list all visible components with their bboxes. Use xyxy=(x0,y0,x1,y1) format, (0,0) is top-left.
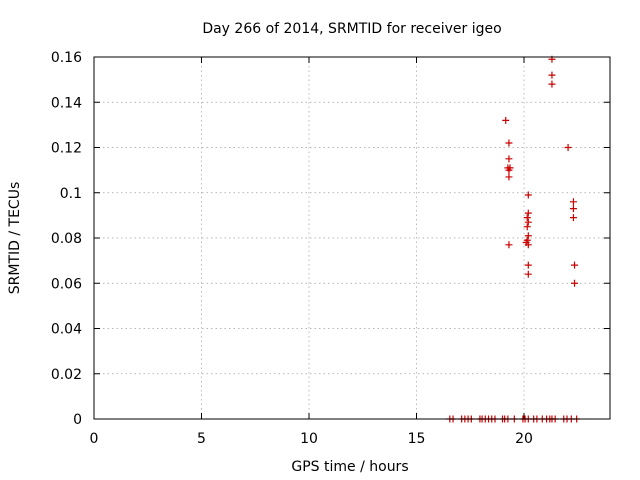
data-point xyxy=(502,116,510,124)
x-tick-label: 0 xyxy=(90,431,99,447)
data-point xyxy=(571,279,579,287)
y-tick-label: 0.16 xyxy=(51,50,82,66)
grid-lines xyxy=(94,57,610,419)
y-tick-label: 0.12 xyxy=(51,141,82,157)
chart-title: Day 266 of 2014, SRMTID for receiver ige… xyxy=(202,21,501,37)
x-axis-label: GPS time / hours xyxy=(291,459,408,475)
y-axis-label: SRMTID / TECUs xyxy=(7,182,23,295)
data-point xyxy=(524,232,532,240)
data-point xyxy=(569,198,577,206)
data-point xyxy=(569,205,577,213)
x-tick-label: 5 xyxy=(197,431,206,447)
y-tick-label: 0.06 xyxy=(51,276,82,292)
data-point xyxy=(524,209,532,217)
y-tick-label: 0 xyxy=(73,412,82,428)
y-tick-label: 0.04 xyxy=(51,322,82,338)
y-tick-label: 0.08 xyxy=(51,231,82,247)
axis-ticks: 0 0.02 0.04 0.06 0.08 0.1 0.12 0.14 0.16 0 5 10 15 20 xyxy=(51,50,610,447)
data-point xyxy=(571,261,579,269)
x-tick-label: 15 xyxy=(408,431,426,447)
data-point xyxy=(548,80,556,88)
data-points xyxy=(446,55,581,423)
data-point xyxy=(505,166,513,174)
data-point xyxy=(523,214,531,222)
data-point xyxy=(548,71,556,79)
data-point xyxy=(524,241,532,249)
x-tick-label: 20 xyxy=(515,431,533,447)
plot-frame xyxy=(93,56,611,420)
data-point xyxy=(524,261,532,269)
data-point xyxy=(505,173,513,181)
data-point xyxy=(524,270,532,278)
data-point xyxy=(524,191,532,199)
data-point xyxy=(524,218,532,226)
data-point xyxy=(564,144,572,151)
data-point xyxy=(523,223,531,231)
data-point xyxy=(505,241,513,249)
y-tick-label: 0.14 xyxy=(51,95,82,111)
y-tick-label: 0.1 xyxy=(60,186,82,202)
data-point xyxy=(505,139,513,147)
data-point xyxy=(505,155,513,163)
data-point xyxy=(569,214,577,222)
y-tick-label: 0.02 xyxy=(51,367,82,383)
x-tick-label: 10 xyxy=(300,431,318,447)
